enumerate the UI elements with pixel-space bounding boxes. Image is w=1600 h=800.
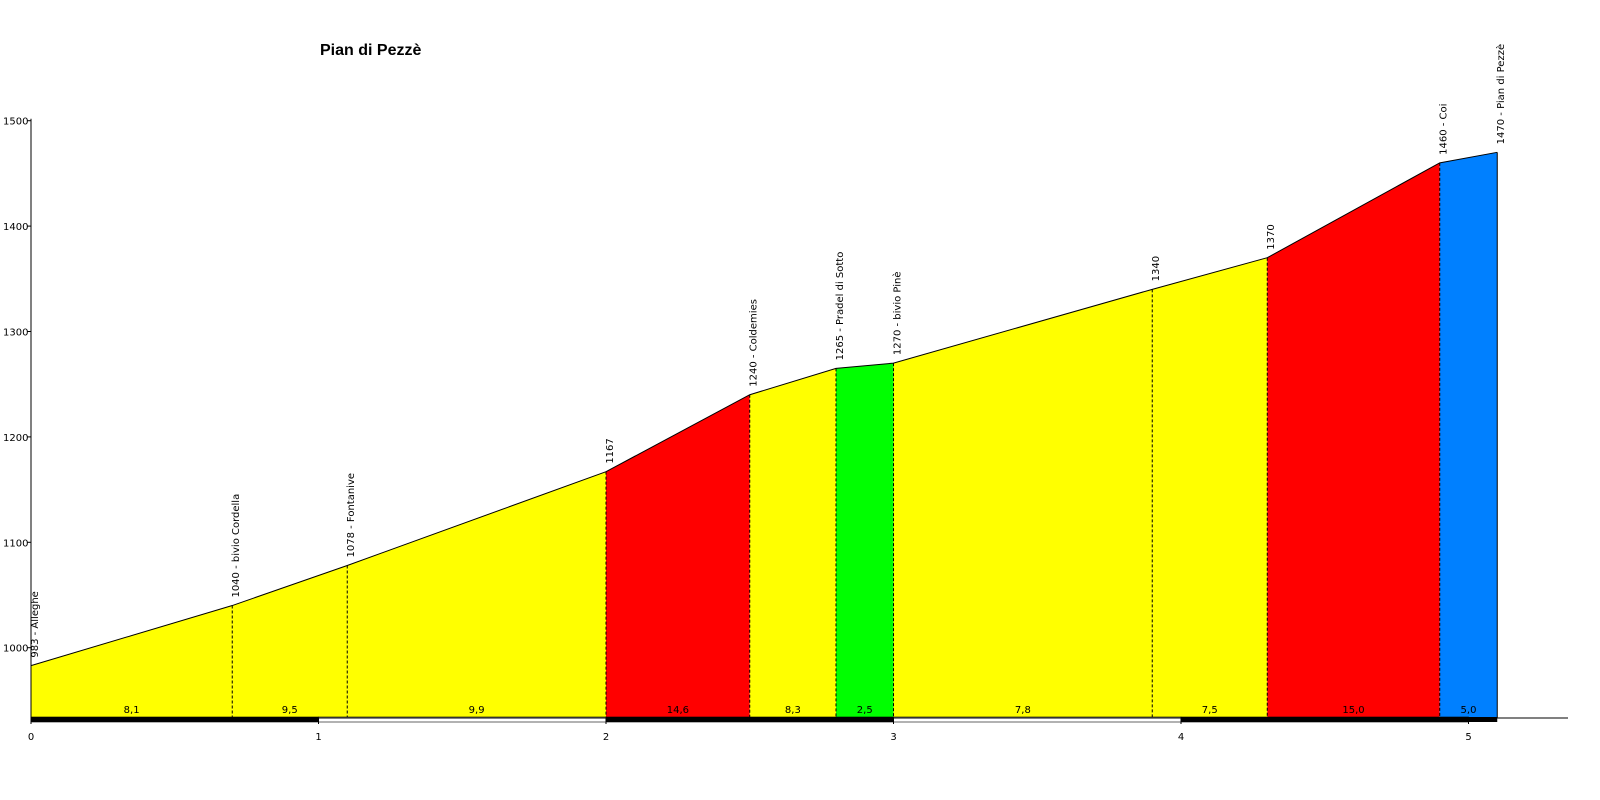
gradient-label: 8,1 <box>124 705 140 716</box>
y-tick-label: 1200 <box>3 433 28 444</box>
y-tick-label: 1000 <box>3 644 28 655</box>
point-label: 1240 - Coldemies <box>749 299 760 387</box>
segment-3 <box>347 471 606 718</box>
y-tick-label: 1300 <box>3 328 28 339</box>
segment-2 <box>232 565 348 718</box>
y-axis: 1000 1100 1200 1300 1400 1500 <box>3 117 32 718</box>
y-tick-label: 1100 <box>3 538 28 549</box>
point-label: 1078 - Fontanive <box>346 473 357 558</box>
point-label: 1340 <box>1151 256 1162 281</box>
scale-block <box>1468 717 1498 722</box>
x-tick-label: 1 <box>315 732 321 743</box>
y-tick-label: 1500 <box>3 117 28 128</box>
segment-8 <box>1152 257 1268 718</box>
segment-9 <box>1267 162 1440 719</box>
gradient-label: 5,0 <box>1461 705 1477 716</box>
point-label: 1040 - bivio Cordella <box>231 494 242 598</box>
gradient-label: 14,6 <box>667 705 689 716</box>
gradient-label: 8,3 <box>785 705 801 716</box>
gradient-label: 9,9 <box>469 705 485 716</box>
gradient-label: 15,0 <box>1342 705 1364 716</box>
chart-title: Pian di Pezzè <box>320 42 421 59</box>
segment-4 <box>606 394 750 718</box>
distance-scale-bar <box>30 716 1568 723</box>
point-label: 983 - Alleghe <box>30 591 41 657</box>
gradient-segments <box>31 152 1498 719</box>
gradient-label: 7,5 <box>1202 705 1218 716</box>
point-label: 1265 - Pradel di Sotto <box>835 252 846 361</box>
segment-7 <box>893 289 1153 718</box>
gradient-label: 7,8 <box>1015 705 1031 716</box>
segment-5 <box>749 368 836 718</box>
segment-10 <box>1439 152 1498 718</box>
y-tick-label: 1400 <box>3 222 28 233</box>
x-axis: 0 1 2 3 4 5 <box>28 718 1472 743</box>
gradient-label: 9,5 <box>282 705 298 716</box>
point-label: 1470 - Pian di Pezzè <box>1495 44 1507 144</box>
gradient-labels: 8,1 9,5 9,9 14,6 8,3 2,5 7,8 7,5 15,0 5,0 <box>124 705 1477 716</box>
segment-1 <box>31 605 233 718</box>
x-tick-label: 0 <box>28 732 34 743</box>
point-label: 1167 <box>605 438 616 463</box>
point-label: 1460 - Coi <box>1439 104 1450 155</box>
segment-dividers <box>231 152 1498 718</box>
x-tick-label: 3 <box>890 732 896 743</box>
gradient-label: 2,5 <box>857 705 873 716</box>
x-tick-label: 2 <box>603 732 609 743</box>
point-label: 1370 <box>1266 224 1277 249</box>
profile-line <box>30 151 1498 667</box>
x-tick-label: 5 <box>1465 732 1471 743</box>
x-tick-label: 4 <box>1178 732 1184 743</box>
point-labels: 983 - Alleghe 1040 - bivio Cordella 1078 -… <box>30 44 1507 658</box>
segment-6 <box>836 363 894 718</box>
point-label: 1270 - bivio Pinè <box>892 271 904 355</box>
